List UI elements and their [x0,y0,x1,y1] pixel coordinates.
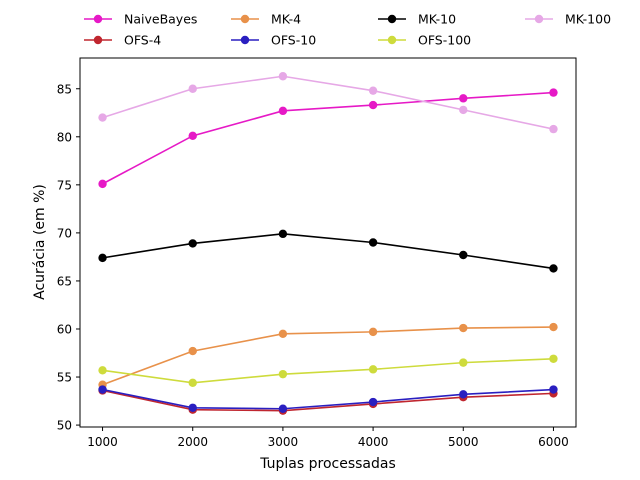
data-point-mk-10 [549,264,558,273]
series-line-mk-100 [102,75,554,130]
x-tick-label: 1000 [87,435,118,449]
legend-item-mk-10: MK-10 [378,12,456,27]
y-tick-label: 70 [57,226,72,240]
y-tick-label: 55 [57,371,72,385]
legend-marker [387,35,397,45]
data-point-ofs-100 [188,378,197,387]
data-point-ofs-10 [188,403,197,412]
series-line-naivebayes [102,91,554,185]
data-point-ofs-10 [549,385,558,394]
data-point-mk-100 [459,105,468,115]
legend: NaiveBayes MK-4 MK-10 MK-100 OFS-4 OFS-10 OFS-… [84,12,611,48]
x-tick-label: 6000 [538,435,569,449]
data-point-ofs-10 [368,397,378,407]
series-line-ofs-10 [102,388,554,410]
data-point-mk-10 [98,253,107,263]
data-point-naivebayes [98,179,107,189]
x-tick-label: 5000 [448,435,479,449]
data-point-mk-100 [278,72,288,81]
x-tick-label: 2000 [177,435,208,449]
series-line-ofs-100 [102,357,554,384]
data-point-naivebayes [188,131,197,141]
series-mk-10 [98,229,558,273]
y-axis-label: Acurácia (em %) [32,184,48,300]
legend-item-naivebayes: NaiveBayes [84,12,197,27]
data-point-mk-4 [188,346,197,356]
x-axis-label: Tuplas processadas [259,456,396,472]
y-axis: 50 55 60 65 70 75 80 85 [57,82,80,433]
plot-area: 1000 2000 3000 4000 5000 6000 50 55 60 65 70 75 80 8… [57,57,577,449]
legend-item-mk-100: MK-100 [525,12,611,27]
legend-marker [93,35,103,45]
data-point-mk-4 [278,329,288,338]
data-point-ofs-10 [98,385,107,394]
data-point-mk-100 [549,124,558,134]
legend-label: OFS-10 [271,33,316,48]
data-point-ofs-100 [98,366,107,375]
y-tick-label: 80 [57,130,72,144]
series-line-ofs-4 [102,389,554,412]
x-axis: 1000 2000 3000 4000 5000 6000 [87,427,569,449]
y-tick-label: 50 [57,419,72,433]
series-layer [98,72,558,415]
legend-label: MK-100 [565,12,611,27]
y-tick-label: 60 [57,322,72,336]
legend-marker [240,35,250,45]
data-point-ofs-100 [459,358,468,367]
legend-marker [387,14,397,24]
data-point-mk-4 [459,323,468,333]
legend-marker [240,14,250,24]
y-tick-label: 65 [57,274,72,288]
x-tick-label: 4000 [358,435,389,449]
legend-label: OFS-100 [418,33,471,48]
series-ofs-4 [98,386,558,415]
series-ofs-100 [98,354,558,387]
series-mk-100 [98,72,558,134]
series-ofs-10 [98,385,558,413]
legend-label: OFS-4 [124,33,161,48]
legend-label: MK-4 [271,12,301,27]
legend-marker [534,14,544,24]
y-tick-label: 85 [57,82,72,96]
data-point-naivebayes [278,106,288,116]
data-point-mk-100 [98,113,107,122]
data-point-mk-10 [368,238,378,247]
data-point-mk-100 [368,86,378,95]
data-point-mk-4 [368,327,378,337]
data-point-mk-100 [188,84,197,93]
x-tick-label: 3000 [268,435,299,449]
legend-item-ofs-100: OFS-100 [378,33,471,48]
data-point-ofs-100 [368,365,378,374]
data-point-ofs-100 [278,369,288,379]
series-line-mk-10 [102,233,554,270]
series-line-mk-4 [102,326,554,386]
legend-label: NaiveBayes [124,12,197,27]
data-point-ofs-10 [278,404,288,413]
plot-frame [79,57,577,428]
data-point-naivebayes [459,94,468,103]
data-point-naivebayes [549,88,558,97]
data-point-ofs-10 [459,390,468,399]
data-point-mk-10 [188,239,197,248]
legend-item-ofs-10: OFS-10 [231,33,316,48]
y-tick-label: 75 [57,178,72,192]
data-point-ofs-100 [549,354,558,363]
legend-item-mk-4: MK-4 [231,12,301,27]
data-point-mk-10 [459,250,468,260]
data-point-naivebayes [368,100,378,110]
data-point-mk-10 [278,229,288,239]
series-naivebayes [98,88,558,189]
legend-item-ofs-4: OFS-4 [84,33,161,48]
data-point-mk-4 [549,322,558,332]
series-mk-4 [98,322,558,389]
legend-marker [93,14,103,24]
legend-label: MK-10 [418,12,456,27]
